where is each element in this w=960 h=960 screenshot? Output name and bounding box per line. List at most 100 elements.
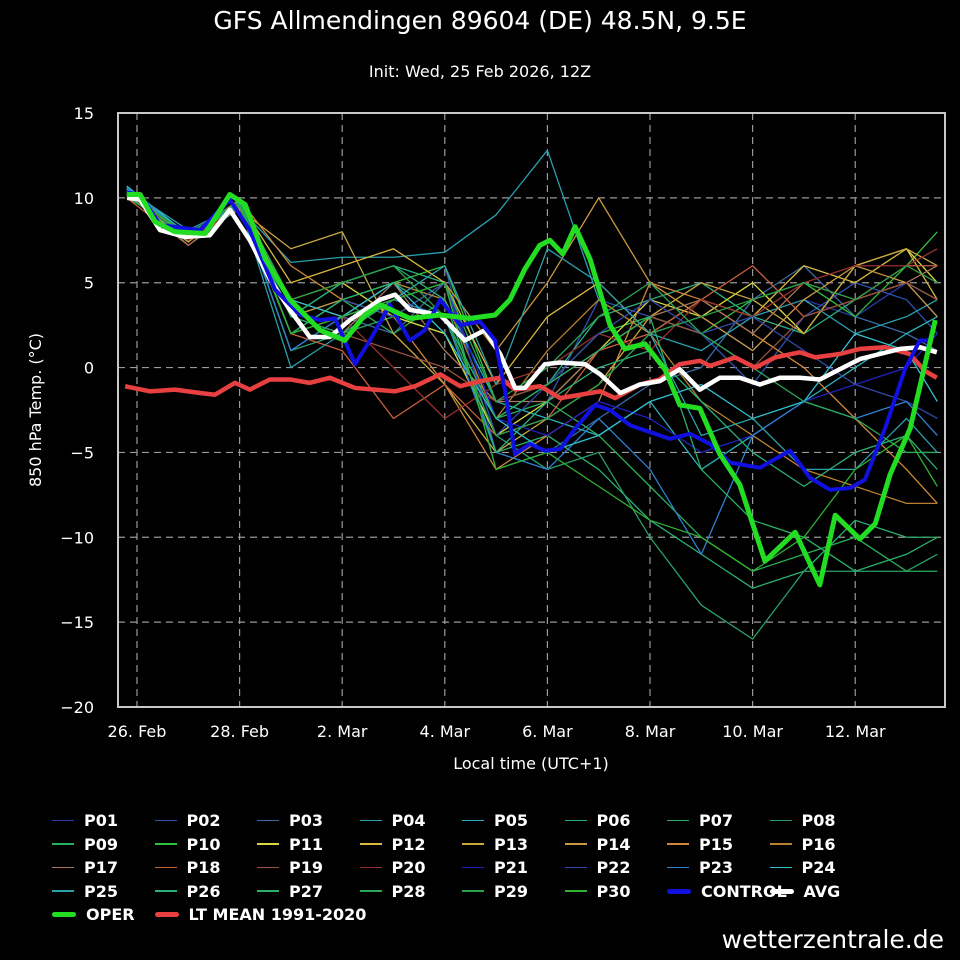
series-line-p04 — [126, 149, 938, 352]
legend-item-p29[interactable]: P29 — [462, 882, 528, 901]
legend-label: P06 — [596, 811, 631, 830]
legend-label: P20 — [391, 858, 426, 877]
x-axis-ticks: 26. Feb 28. Feb 2. Mar 4. Mar 6. Mar 8. Mar 10… — [108, 722, 886, 741]
legend-item-lt-mean-1991-2020[interactable]: LT MEAN 1991-2020 — [154, 905, 367, 924]
legend-swatch — [769, 888, 794, 894]
legend-item-p06[interactable]: P06 — [564, 811, 631, 830]
legend-label: P02 — [186, 811, 221, 830]
legend-item-p22[interactable]: P22 — [564, 858, 631, 877]
legend-label: AVG — [803, 881, 841, 901]
legend-label: P12 — [391, 834, 426, 854]
legend-swatch — [52, 843, 74, 845]
series-line-p25 — [126, 188, 938, 471]
legend-label: P15 — [699, 834, 733, 854]
legend-item-p24[interactable]: P24 — [769, 858, 836, 877]
legend-label: P24 — [801, 858, 836, 877]
legend-label: P07 — [699, 811, 733, 830]
legend-item-p27[interactable]: P27 — [257, 882, 323, 901]
legend-swatch — [257, 843, 279, 845]
legend-item-p10[interactable]: P10 — [154, 835, 221, 854]
legend-label: P11 — [289, 834, 323, 854]
legend-swatch — [52, 912, 76, 917]
legend-swatch — [564, 866, 587, 869]
legend-swatch — [769, 866, 792, 869]
legend-swatch — [52, 890, 74, 892]
legend-item-p11[interactable]: P11 — [257, 835, 323, 854]
legend-item-p23[interactable]: P23 — [667, 858, 733, 877]
legend-swatch — [564, 843, 587, 845]
x-tick-label: 6. Mar — [522, 722, 573, 741]
chart-title: GFS Allmendingen 89604 (DE) 48.5N, 9.5E — [213, 6, 747, 35]
legend-swatch — [667, 866, 689, 869]
legend-swatch — [667, 843, 689, 845]
series-line-oper — [127, 191, 938, 588]
legend-item-p02[interactable]: P02 — [154, 811, 221, 830]
legend-item-avg[interactable]: AVG — [769, 881, 841, 901]
x-tick-label: 12. Mar — [825, 722, 886, 741]
y-tick-label: −20 — [60, 698, 94, 717]
legend-label: CONTROL — [701, 881, 787, 901]
legend-item-p01[interactable]: P01 — [52, 811, 118, 830]
legend-item-p21[interactable]: P21 — [462, 858, 528, 877]
legend-item-p30[interactable]: P30 — [564, 881, 631, 901]
y-tick-label: −15 — [60, 613, 94, 632]
legend-swatch — [257, 819, 279, 822]
legend-item-p07[interactable]: P07 — [667, 811, 733, 830]
legend-item-p09[interactable]: P09 — [52, 835, 118, 854]
legend-swatch — [667, 819, 689, 822]
legend-swatch — [154, 890, 177, 892]
legend-label: P29 — [494, 881, 528, 901]
chart-plot: 15 10 5 0 −5 −10 −15 −20 26. Feb 28. Feb 2. Mar 4.… — [26, 104, 946, 773]
legend-item-p12[interactable]: P12 — [359, 834, 426, 854]
plot-frame — [117, 112, 946, 708]
legend-swatch — [154, 819, 177, 822]
legend-label: P28 — [391, 881, 426, 901]
x-tick-label: 10. Mar — [722, 722, 783, 741]
legend-swatch — [359, 866, 382, 869]
ensemble-members — [126, 149, 938, 640]
legend-item-p08[interactable]: P08 — [769, 811, 836, 830]
y-tick-label: 10 — [74, 189, 94, 208]
legend-item-p04[interactable]: P04 — [359, 811, 426, 830]
legend-item-p28[interactable]: P28 — [359, 881, 426, 901]
legend-label: P01 — [84, 811, 118, 830]
legend-label: P21 — [494, 858, 528, 877]
legend-item-p26[interactable]: P26 — [154, 882, 221, 901]
legend-label: P03 — [289, 811, 323, 830]
legend-item-oper[interactable]: OPER — [52, 905, 135, 924]
legend-label: P04 — [391, 811, 426, 830]
legend-swatch — [52, 819, 74, 822]
legend-item-p03[interactable]: P03 — [257, 811, 323, 830]
legend-swatch — [462, 819, 484, 822]
legend-item-p15[interactable]: P15 — [667, 835, 733, 854]
legend-label: LT MEAN 1991-2020 — [188, 905, 367, 924]
legend-swatch — [564, 819, 587, 822]
legend-swatch — [462, 843, 484, 845]
legend-item-p25[interactable]: P25 — [52, 882, 118, 901]
legend-item-p20[interactable]: P20 — [359, 858, 426, 877]
legend-label: P18 — [186, 858, 221, 877]
legend-label: P05 — [494, 811, 528, 830]
legend-item-p18[interactable]: P18 — [154, 858, 221, 877]
legend-label: P08 — [801, 811, 836, 830]
chart-subtitle: Init: Wed, 25 Feb 2026, 12Z — [368, 62, 592, 81]
legend-item-p16[interactable]: P16 — [769, 835, 836, 854]
legend-label: P19 — [289, 858, 323, 877]
legend-swatch — [359, 890, 382, 892]
legend-swatch — [154, 866, 177, 869]
legend-item-p13[interactable]: P13 — [462, 835, 528, 854]
legend-item-p17[interactable]: P17 — [52, 858, 118, 877]
series-line-p29 — [126, 193, 938, 437]
series-line-control — [126, 190, 931, 492]
legend-swatch — [257, 890, 279, 892]
legend-label: P30 — [596, 881, 631, 901]
legend-item-control[interactable]: CONTROL — [667, 882, 787, 901]
legend-swatch — [769, 843, 792, 845]
legend-item-p05[interactable]: P05 — [462, 811, 528, 830]
legend-item-p14[interactable]: P14 — [564, 834, 631, 854]
legend-label: P14 — [596, 834, 631, 854]
legend-item-p19[interactable]: P19 — [257, 858, 323, 877]
x-tick-label: 26. Feb — [108, 722, 167, 741]
x-tick-label: 8. Mar — [625, 722, 676, 741]
legend-label: P09 — [84, 834, 118, 854]
